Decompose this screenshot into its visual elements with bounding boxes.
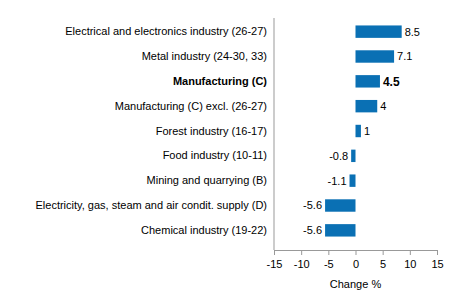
data-label: -5.6 bbox=[303, 199, 322, 211]
x-tick-mark bbox=[274, 250, 275, 255]
category-label: Electricity, gas, steam and air condit. … bbox=[36, 199, 268, 211]
x-tick: 0 bbox=[353, 250, 359, 270]
bar bbox=[350, 174, 356, 186]
data-label: 4 bbox=[380, 100, 386, 112]
data-label: 8.5 bbox=[405, 26, 420, 38]
x-tick-mark bbox=[383, 250, 384, 255]
category-label: Manufacturing (C) bbox=[173, 75, 267, 87]
category-label: Food industry (10-11) bbox=[163, 149, 267, 161]
data-label: -1.1 bbox=[328, 175, 347, 187]
y-tick: Manufacturing (C) bbox=[173, 75, 274, 87]
data-labels: 8.5 7.1 4.5 4 1 -0.8 -1.1 -5.6 -5.6 bbox=[303, 26, 420, 237]
y-tick: Forest industry (16-17) bbox=[156, 125, 274, 137]
bar bbox=[356, 100, 378, 112]
x-tick-label: -15 bbox=[267, 258, 283, 270]
category-label: Mining and quarrying (B) bbox=[147, 174, 267, 186]
bar bbox=[356, 125, 361, 137]
x-tick-mark bbox=[328, 250, 329, 255]
x-tick-label: -10 bbox=[294, 258, 310, 270]
x-tick: -15 bbox=[267, 250, 283, 270]
x-tick-label: -5 bbox=[324, 258, 334, 270]
data-label: 4.5 bbox=[383, 75, 400, 89]
x-tick: 10 bbox=[404, 250, 416, 270]
data-label: 1 bbox=[364, 125, 370, 137]
bar bbox=[356, 50, 395, 62]
data-label: -0.8 bbox=[329, 150, 348, 162]
x-tick-label: 5 bbox=[380, 258, 386, 270]
y-axis: Electrical and electronics industry (26-… bbox=[36, 18, 275, 250]
category-label: Manufacturing (C) excl. (26-27) bbox=[115, 100, 267, 112]
x-tick-mark bbox=[356, 250, 357, 255]
bar bbox=[325, 199, 355, 211]
y-axis-line bbox=[274, 18, 275, 250]
x-tick-label: 10 bbox=[404, 258, 416, 270]
category-label: Forest industry (16-17) bbox=[156, 125, 267, 137]
x-tick-mark bbox=[410, 250, 411, 255]
x-tick: -5 bbox=[324, 250, 334, 270]
bars bbox=[325, 25, 402, 236]
x-tick-mark bbox=[437, 250, 438, 255]
x-tick: 5 bbox=[380, 250, 386, 270]
x-tick-mark bbox=[301, 250, 302, 255]
data-label: 7.1 bbox=[397, 50, 412, 62]
y-tick: Chemical industry (19-22) bbox=[141, 224, 274, 236]
x-tick-label: 0 bbox=[353, 258, 359, 270]
category-label: Electrical and electronics industry (26-… bbox=[65, 25, 267, 37]
x-axis: -15 -10 -5 0 5 10 15 bbox=[267, 250, 444, 270]
y-tick: Manufacturing (C) excl. (26-27) bbox=[115, 100, 274, 112]
bar bbox=[351, 150, 355, 162]
y-tick: Electricity, gas, steam and air condit. … bbox=[36, 199, 275, 211]
chart: -15 -10 -5 0 5 10 15 Electrical and electronics… bbox=[0, 0, 454, 302]
x-tick: 15 bbox=[431, 250, 443, 270]
y-tick: Food industry (10-11) bbox=[163, 149, 274, 161]
x-tick: -10 bbox=[294, 250, 310, 270]
category-label: Chemical industry (19-22) bbox=[141, 224, 267, 236]
bar bbox=[325, 224, 355, 236]
x-axis-title: Change % bbox=[330, 278, 382, 290]
category-label: Metal industry (24-30, 33) bbox=[142, 50, 267, 62]
x-axis-line bbox=[275, 251, 438, 256]
bar bbox=[356, 25, 402, 37]
y-tick: Metal industry (24-30, 33) bbox=[142, 50, 274, 62]
y-tick: Electrical and electronics industry (26-… bbox=[65, 25, 274, 37]
y-tick: Mining and quarrying (B) bbox=[147, 174, 274, 186]
data-label: -5.6 bbox=[303, 224, 322, 236]
bar bbox=[356, 75, 380, 87]
x-tick-label: 15 bbox=[431, 258, 443, 270]
